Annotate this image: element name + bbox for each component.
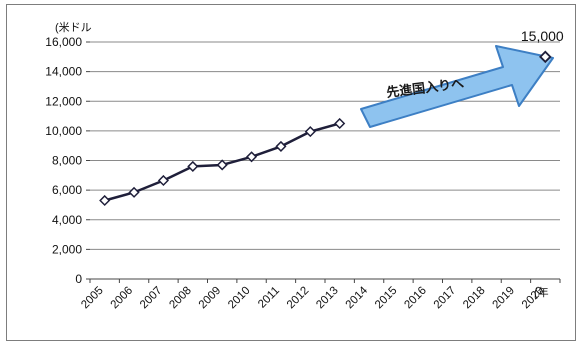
x-tick-label: 2006: [109, 285, 136, 312]
x-tick-label: 2014: [344, 284, 371, 311]
x-tick-label: 2018: [461, 285, 488, 312]
x-axis-unit: (年: [534, 285, 549, 299]
y-tick-label: 14,000: [45, 65, 82, 79]
y-axis-unit: (米ドル: [55, 21, 92, 34]
x-tick-label: 2015: [373, 285, 400, 312]
x-tick-label: 2007: [138, 285, 165, 312]
y-tick-label: 10,000: [45, 124, 82, 138]
y-tick-label: 6,000: [52, 183, 82, 197]
y-tick-label: 4,000: [52, 213, 82, 227]
arrow-annotation: 先進国入りへ: [360, 45, 554, 128]
x-tick-label: 2019: [490, 285, 517, 312]
x-tick-label: 2011: [256, 285, 282, 311]
x-tick-label: 2010: [226, 285, 253, 312]
target-layer: 15,000: [521, 28, 564, 64]
income-line-chart: 0 2,000 4,000 6,000 8,000 10,000 12,000 14,000 1…: [45, 21, 564, 312]
data-point-marker: [304, 126, 316, 138]
x-tick-label: 2008: [167, 285, 194, 312]
grid-lines: [90, 41, 560, 250]
x-tick-label: 2013: [314, 285, 341, 312]
x-tick-label: 2012: [285, 285, 312, 312]
x-axis-ticks: 2005 2006 2007 2008 2009 2010 2011 2012 2013 2014…: [79, 279, 561, 312]
data-point-marker: [187, 160, 199, 172]
data-point-marker: [157, 174, 169, 187]
series-layer: [99, 117, 346, 207]
x-tick-label: 2009: [197, 285, 224, 312]
x-tick-label: 2016: [402, 285, 429, 312]
arrow-shape: [360, 45, 554, 128]
target-data-label: 15,000: [521, 28, 564, 44]
y-tick-label: 2,000: [52, 242, 82, 256]
data-point-marker: [216, 159, 228, 171]
data-point-marker: [246, 151, 258, 163]
x-tick-label: 2005: [79, 285, 106, 312]
data-point-marker: [128, 186, 140, 198]
y-tick-label: 12,000: [45, 94, 82, 108]
chart-frame: 0 2,000 4,000 6,000 8,000 10,000 12,000 14,000 1…: [6, 4, 576, 341]
y-tick-label: 8,000: [52, 154, 82, 168]
data-point-marker: [275, 140, 287, 152]
target-point-marker: [539, 50, 552, 64]
y-axis-ticks: 0 2,000 4,000 6,000 8,000 10,000 12,000 14,000 1…: [45, 35, 90, 286]
y-tick-label: 0: [75, 272, 82, 286]
data-point-marker: [99, 194, 111, 207]
data-point-marker: [334, 117, 346, 130]
y-tick-label: 16,000: [45, 35, 82, 49]
x-tick-label: 2017: [432, 285, 459, 312]
